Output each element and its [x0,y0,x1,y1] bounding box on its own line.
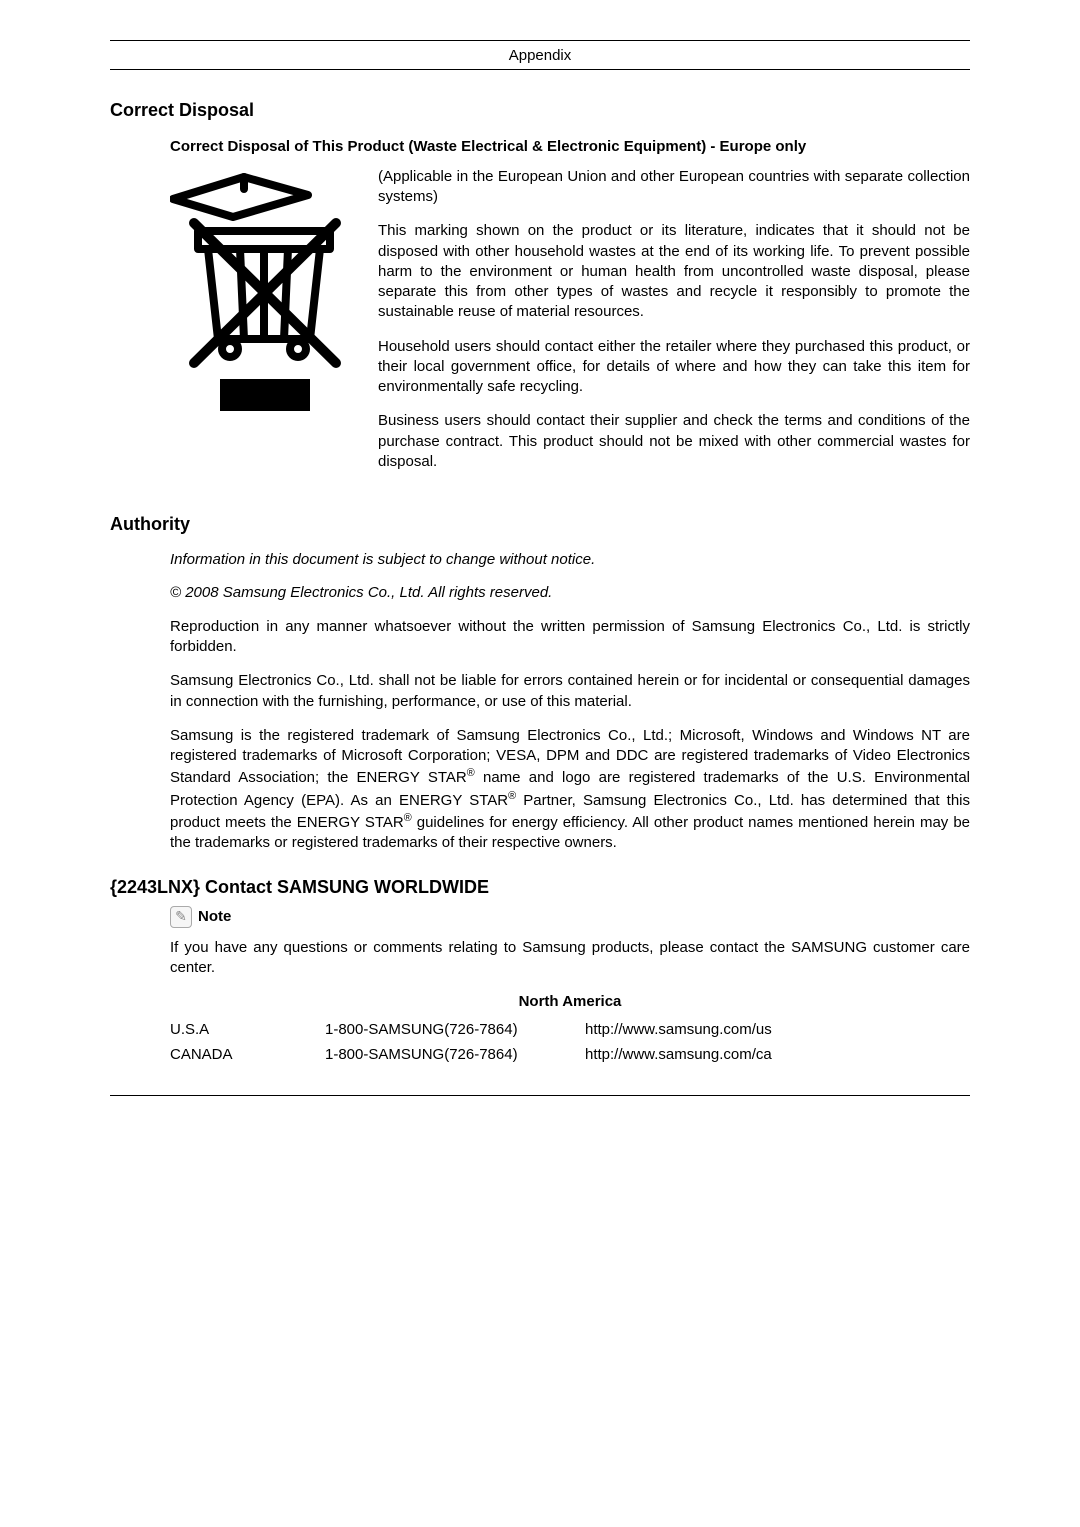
heading-authority: Authority [110,512,970,536]
authority-paragraph-2: Samsung Electronics Co., Ltd. shall not … [170,671,970,712]
disposal-paragraph-4: Business users should contact their supp… [378,411,970,472]
authority-italic-1: Information in this document is subject … [170,550,970,570]
heading-correct-disposal: Correct Disposal [110,98,970,122]
footer-rule [110,1095,970,1123]
disposal-paragraph-3: Household users should contact either th… [378,337,970,398]
authority-paragraph-1: Reproduction in any manner whatsoever wi… [170,617,970,658]
contact-table-title: North America [170,992,970,1012]
contact-url: http://www.samsung.com/us [585,1020,970,1040]
authority-paragraph-3: Samsung is the registered trademark of S… [170,726,970,854]
header-rule-bottom [110,69,970,70]
authority-p3-sup2: ® [508,790,516,802]
contact-url: http://www.samsung.com/ca [585,1045,970,1065]
authority-p3-sup3: ® [404,812,412,824]
note-label: Note [198,907,231,927]
authority-p3-sup1: ® [467,767,475,779]
disposal-paragraph-1: (Applicable in the European Union and ot… [378,167,970,208]
authority-italic-2: © 2008 Samsung Electronics Co., Ltd. All… [170,583,970,603]
crossed-out-wheeled-bin-icon [170,167,360,411]
table-row: CANADA 1-800-SAMSUNG(726-7864) http://ww… [170,1045,970,1065]
disposal-icon-container [170,167,360,486]
header-rule-top [110,40,970,41]
note-icon: ✎ [170,906,192,928]
contact-region: CANADA [170,1045,325,1065]
heading-contact-worldwide: {2243LNX} Contact SAMSUNG WORLDWIDE [110,875,970,899]
contact-note-text: If you have any questions or comments re… [170,938,970,979]
contact-phone: 1-800-SAMSUNG(726-7864) [325,1045,585,1065]
contact-region: U.S.A [170,1020,325,1040]
subheading-correct-disposal: Correct Disposal of This Product (Waste … [170,137,970,157]
table-row: U.S.A 1-800-SAMSUNG(726-7864) http://www… [170,1020,970,1040]
disposal-paragraph-2: This marking shown on the product or its… [378,221,970,322]
page-running-header: Appendix [110,43,970,68]
contact-phone: 1-800-SAMSUNG(726-7864) [325,1020,585,1040]
